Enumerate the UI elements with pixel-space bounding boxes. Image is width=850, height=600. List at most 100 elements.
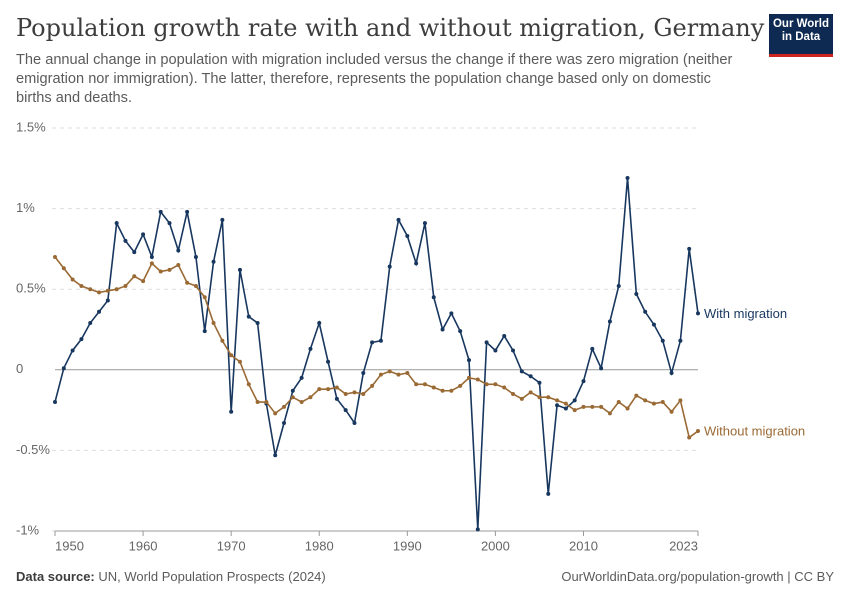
chart-subtitle: The annual change in population with mig… — [16, 52, 733, 106]
point — [70, 277, 75, 282]
point — [378, 372, 383, 377]
point — [484, 382, 489, 387]
point — [282, 404, 287, 409]
point — [158, 209, 163, 214]
point — [590, 346, 595, 351]
point — [449, 388, 454, 393]
point — [607, 411, 612, 416]
series-line — [54, 256, 699, 439]
y-tick-label: 0 — [16, 361, 23, 376]
x-tick-label: 1960 — [129, 538, 158, 553]
point — [97, 290, 102, 295]
point — [590, 404, 595, 409]
point — [431, 385, 436, 390]
point — [599, 404, 604, 409]
point — [687, 435, 692, 440]
x-tick-label: 1950 — [55, 538, 84, 553]
point — [475, 527, 480, 532]
point — [273, 411, 278, 416]
point — [643, 309, 648, 314]
point — [440, 388, 445, 393]
point — [396, 217, 401, 222]
point — [361, 371, 366, 376]
y-tick-label: 0.5% — [16, 281, 46, 296]
point — [660, 400, 665, 405]
point — [211, 321, 216, 326]
point — [519, 369, 524, 374]
y-tick-label: 1.5% — [16, 119, 46, 134]
point — [334, 385, 339, 390]
point — [370, 383, 375, 388]
point — [229, 409, 234, 414]
point — [563, 401, 568, 406]
point — [396, 372, 401, 377]
point — [466, 358, 471, 363]
point — [458, 329, 463, 334]
point — [114, 221, 119, 226]
point — [502, 385, 507, 390]
point — [53, 400, 57, 405]
point — [475, 377, 480, 382]
point — [334, 396, 339, 401]
point — [176, 263, 181, 268]
point — [387, 369, 392, 374]
point — [555, 403, 560, 408]
point — [449, 311, 454, 316]
point — [299, 400, 304, 405]
point — [634, 393, 639, 398]
point — [422, 382, 427, 387]
point — [616, 400, 621, 405]
point — [255, 321, 260, 326]
point — [149, 261, 154, 266]
point — [599, 366, 604, 371]
point — [546, 395, 551, 400]
point — [141, 232, 146, 237]
point — [555, 398, 560, 403]
point — [123, 283, 128, 288]
point — [149, 254, 154, 259]
point — [167, 221, 172, 226]
x-tick-label: 2010 — [569, 538, 598, 553]
point — [405, 371, 410, 376]
point — [414, 261, 419, 266]
point — [132, 250, 137, 255]
logo[interactable]: Our World in Data — [769, 14, 833, 57]
point — [528, 390, 533, 395]
chart: -1% -0.5% 0 0.5% 1% 1.5% 1950 1960 1970 1980 1990 2… — [16, 119, 805, 553]
point — [105, 288, 110, 293]
point — [237, 267, 242, 272]
y-tick-label: 1% — [16, 200, 35, 215]
point — [678, 338, 683, 343]
point — [502, 333, 507, 338]
point — [202, 295, 207, 300]
source: Data source: UN, World Population Prospe… — [16, 569, 326, 584]
point — [643, 398, 648, 403]
point — [378, 338, 383, 343]
point — [317, 321, 322, 326]
point — [616, 283, 621, 288]
x-tick-label: 2000 — [481, 538, 510, 553]
point — [546, 491, 551, 496]
series-label: With migration — [704, 306, 787, 321]
point — [114, 287, 119, 292]
point — [607, 319, 612, 324]
point — [511, 348, 516, 353]
point — [484, 340, 489, 345]
point — [220, 217, 225, 222]
point — [88, 321, 93, 326]
point — [193, 283, 198, 288]
point — [176, 248, 181, 253]
point — [326, 359, 331, 364]
point — [687, 246, 692, 251]
point — [185, 280, 190, 285]
point — [511, 391, 516, 396]
y-tick-label: -0.5% — [16, 442, 50, 457]
series-line — [54, 177, 699, 530]
point — [493, 382, 498, 387]
point — [193, 254, 198, 259]
series-label: Without migration — [704, 423, 805, 438]
credit[interactable]: OurWorldinData.org/population-growth | C… — [561, 569, 834, 584]
point — [422, 221, 427, 226]
point — [88, 287, 93, 292]
